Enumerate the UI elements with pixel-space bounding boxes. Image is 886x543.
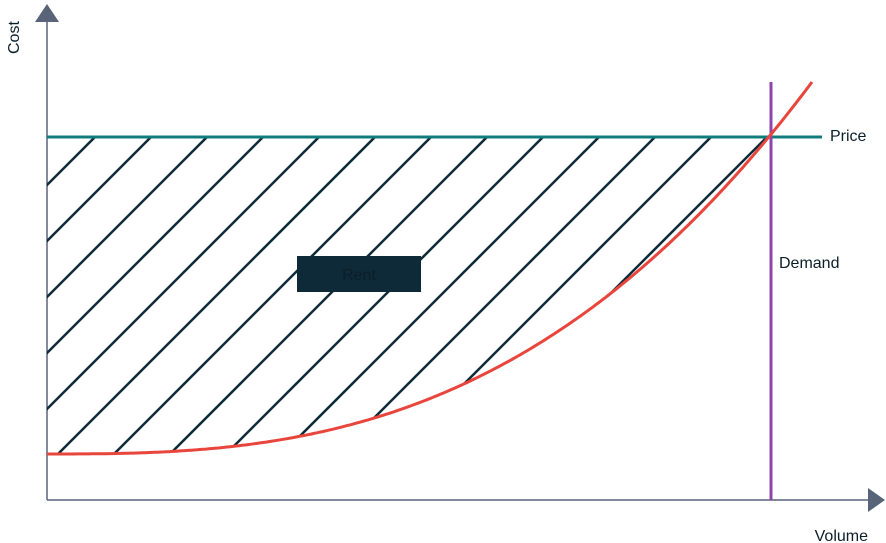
rent-label-box (297, 256, 421, 292)
price-label: Price (830, 128, 867, 145)
y-axis-label: Cost (6, 21, 23, 54)
supply-curve (47, 81, 814, 456)
rent-label: Rent (342, 267, 376, 284)
hatch-line (832, 0, 886, 520)
hatch-line (47, 137, 345, 454)
hatch-line (663, 137, 771, 454)
hatch-line (47, 137, 177, 454)
hatch-line (47, 137, 121, 454)
demand-label: Demand (779, 255, 839, 272)
x-axis-arrowhead (868, 488, 885, 512)
x-axis-label: Volume (815, 528, 868, 543)
hatch-line (47, 137, 457, 454)
hatch-line (215, 137, 737, 454)
rent-hatched-area (47, 0, 886, 520)
hatch-line (47, 137, 513, 454)
y-axis-arrowhead (35, 4, 59, 22)
hatch-line (47, 137, 289, 454)
hatch-line (47, 137, 401, 454)
